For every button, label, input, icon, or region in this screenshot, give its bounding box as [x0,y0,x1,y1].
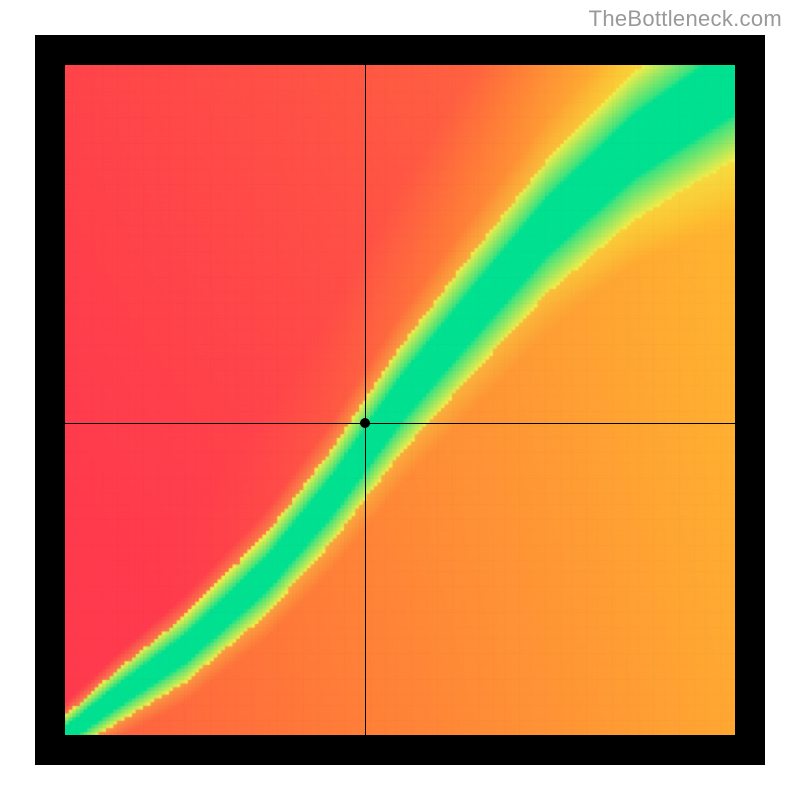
heatmap-canvas [65,65,735,735]
plot-outer-frame [35,35,765,765]
figure-container: TheBottleneck.com [0,0,800,800]
data-point-marker [360,418,370,428]
crosshair-horizontal [65,423,735,424]
crosshair-vertical [365,65,366,735]
watermark-text: TheBottleneck.com [589,6,782,32]
